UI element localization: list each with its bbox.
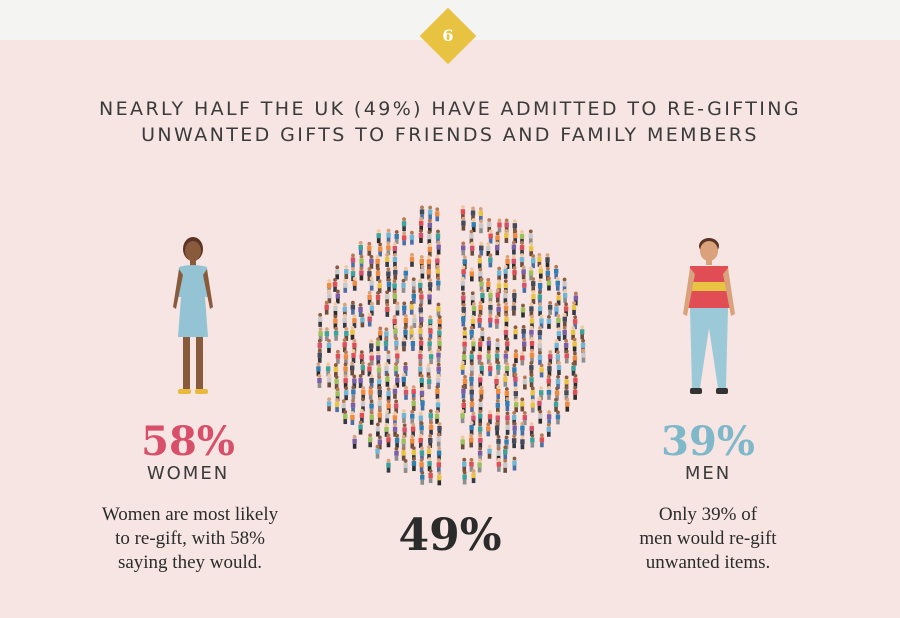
men-desc-line-3: unwanted items. — [645, 552, 771, 573]
women-desc-line-1: Women are most likely — [101, 504, 279, 525]
women-desc-line-2: to re-gift, with 58% — [115, 528, 265, 549]
men-description: Only 39% of men would re-gift unwanted i… — [588, 503, 828, 575]
women-percent: 58% — [141, 418, 235, 465]
woman-figure-icon — [173, 237, 213, 394]
women-description: Women are most likely to re-gift, with 5… — [70, 503, 310, 575]
man-figure-icon — [683, 238, 735, 394]
overall-percent: 49% — [398, 510, 502, 561]
headline: NEARLY HALF THE UK (49%) HAVE ADMITTED T… — [80, 96, 820, 148]
men-label: MEN — [684, 463, 732, 484]
women-desc-line-3: saying they would. — [117, 552, 263, 573]
women-label: WOMEN — [146, 463, 230, 484]
men-desc-line-1: Only 39% of — [658, 504, 758, 525]
men-desc-line-2: men would re-gift — [639, 528, 777, 549]
men-percent: 39% — [661, 418, 755, 465]
step-number: 6 — [442, 26, 454, 45]
headline-line-2: UNWANTED GIFTS TO FRIENDS AND FAMILY MEM… — [141, 124, 759, 146]
crowd-circle-icon — [316, 205, 586, 486]
headline-line-1: NEARLY HALF THE UK (49%) HAVE ADMITTED T… — [99, 98, 801, 120]
